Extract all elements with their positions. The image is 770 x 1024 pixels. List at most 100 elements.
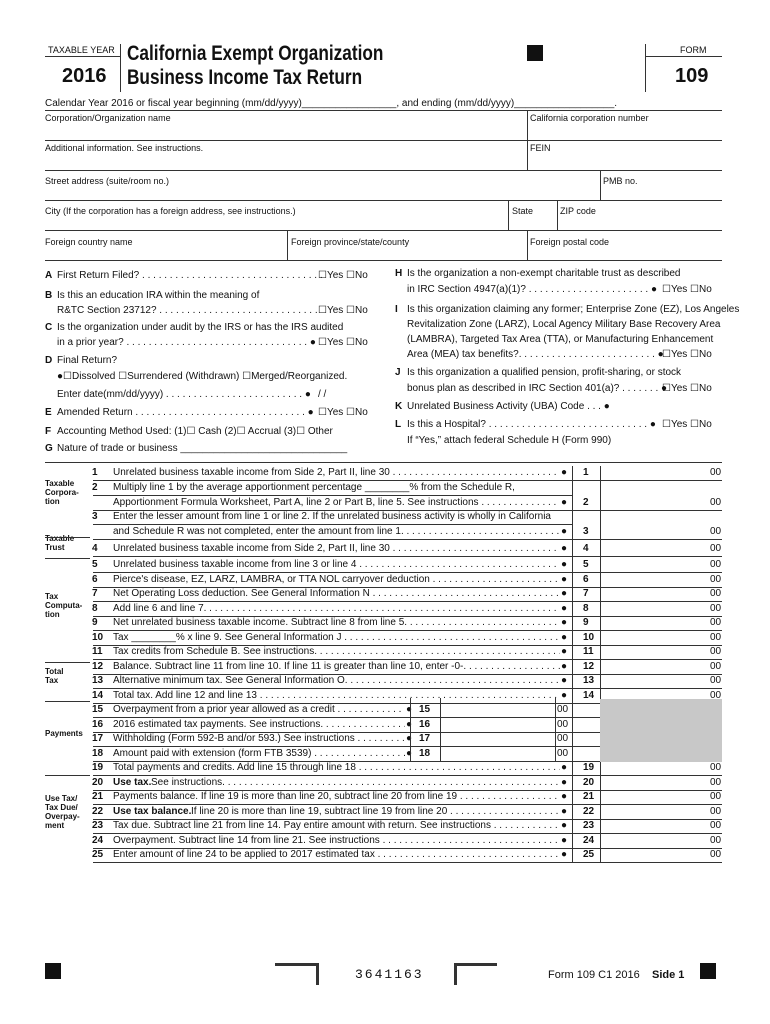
line-number: 1 [92,467,98,478]
box-number: 14 [583,689,595,701]
field-label: Additional information. See instructions… [45,143,204,153]
bullet: ● [561,660,568,672]
question-text: Accounting Method Used: (1)☐ Cash (2)☐ A… [57,426,333,437]
section-label: Tax [45,676,59,685]
box-number: 11 [583,646,594,657]
question-answer: ☐Yes ☐No [318,270,368,281]
section-label: Computa- [45,601,83,610]
black-mark [700,963,716,979]
rule [572,804,722,805]
footer-side: Side 1 [652,969,685,981]
rule [93,644,572,646]
question-answer: ☐Yes ☐No [662,349,712,360]
rule [93,731,410,733]
divider [454,963,457,985]
section-label: Overpay- [45,812,80,821]
rule [572,673,722,675]
line-number: 21 [92,791,104,802]
line-number: 13 [92,675,104,686]
question-text: in IRC Section 4947(a)(1)? . . . . . . .… [407,284,658,295]
divider [527,230,528,260]
question-letter: F [45,426,52,437]
rule [93,495,572,496]
line-text: Unrelated business taxable income from S… [113,467,560,478]
cents: 00 [710,660,722,672]
shaded-area [600,699,722,762]
rule [93,688,572,689]
cents: 00 [557,747,569,759]
form-title: California Exempt Organization [127,42,384,65]
question-text: Amended Return . . . . . . . . . . . . .… [57,407,314,418]
line-text: Multiply line 1 by the average apportion… [113,482,515,493]
section-label: Use Tax/ [45,794,78,803]
line-number: 6 [92,573,98,585]
bullet: ● [561,834,568,846]
question-letter: E [45,407,52,418]
bullet: ● [561,543,568,554]
divider [527,110,528,170]
section-label: Trust [45,543,65,552]
line-text: Overpayment from a prior year allowed as… [113,704,405,715]
box-number: 7 [583,588,589,599]
line-text: See instructions. . . . . . . . . . . . … [151,776,560,788]
box-number: 4 [583,543,589,554]
divider [440,698,441,762]
rule [45,170,722,171]
line-text: Alternative minimum tax. See General Inf… [113,675,560,686]
question-text: Unrelated Business Activity (UBA) Code .… [407,401,610,412]
line-text: Pierce's disease, EZ, LARZ, LAMBRA, or T… [113,573,560,585]
line-number: 12 [92,660,104,672]
rule [45,230,722,231]
rule [93,775,572,776]
field-label: Foreign country name [45,237,133,247]
section-label: tion [45,610,60,619]
rule [45,558,90,559]
rule [93,789,572,791]
question-text: Is this organization a qualified pension… [407,367,682,378]
line-number: 19 [92,762,104,773]
field-label: City (If the corporation has a foreign a… [45,206,296,216]
cents: 00 [710,573,722,585]
box-number: 8 [583,602,589,614]
cents: 00 [710,496,722,508]
line-text: Payments balance. If line 19 is more tha… [113,791,560,802]
line-text: Tax credits from Schedule B. See instruc… [113,646,560,657]
rule [454,963,497,966]
question-letter: K [395,401,403,412]
cents: 00 [710,543,722,554]
question-letter: B [45,290,53,301]
rule [93,673,572,675]
rule [93,833,572,834]
field-label: FEIN [530,143,551,153]
box-number: 15 [419,704,431,715]
question-text: First Return Filed? . . . . . . . . . . … [57,270,323,281]
line-lead: Use tax. [113,776,152,788]
question-text: Final Return? [57,355,118,366]
line-text: Tax due. Subtract line 21 from line 14. … [113,820,560,831]
box-number: 10 [583,631,595,643]
cents: 00 [710,617,722,628]
bullet: ● [406,718,413,730]
cents: 00 [710,762,722,773]
box-number: 25 [583,849,595,860]
rule [410,717,572,718]
field-label: California corporation number [530,113,649,123]
bullet: ● [561,559,568,570]
question-answer: ☐Yes ☐No [662,419,712,430]
question-text: bonus plan as described in IRC Section 4… [407,383,668,394]
question-text: Area (MEA) tax benefits?. . . . . . . . … [407,349,664,360]
rule [93,509,572,511]
question-answer: ☐Yes ☐No [318,337,368,348]
bullet: ● [561,805,568,817]
bullet: ● [561,467,568,478]
rule [410,760,572,762]
rule [572,862,722,863]
bullet: ● [561,689,568,701]
field-label: ZIP code [560,206,596,216]
footer-form: Form 109 C1 2016 [548,969,640,981]
rule [93,659,572,660]
bullet: ● [406,747,413,759]
question-text: Nature of trade or business ____________… [57,443,348,454]
rule [45,200,722,201]
question-letter: I [395,304,398,315]
